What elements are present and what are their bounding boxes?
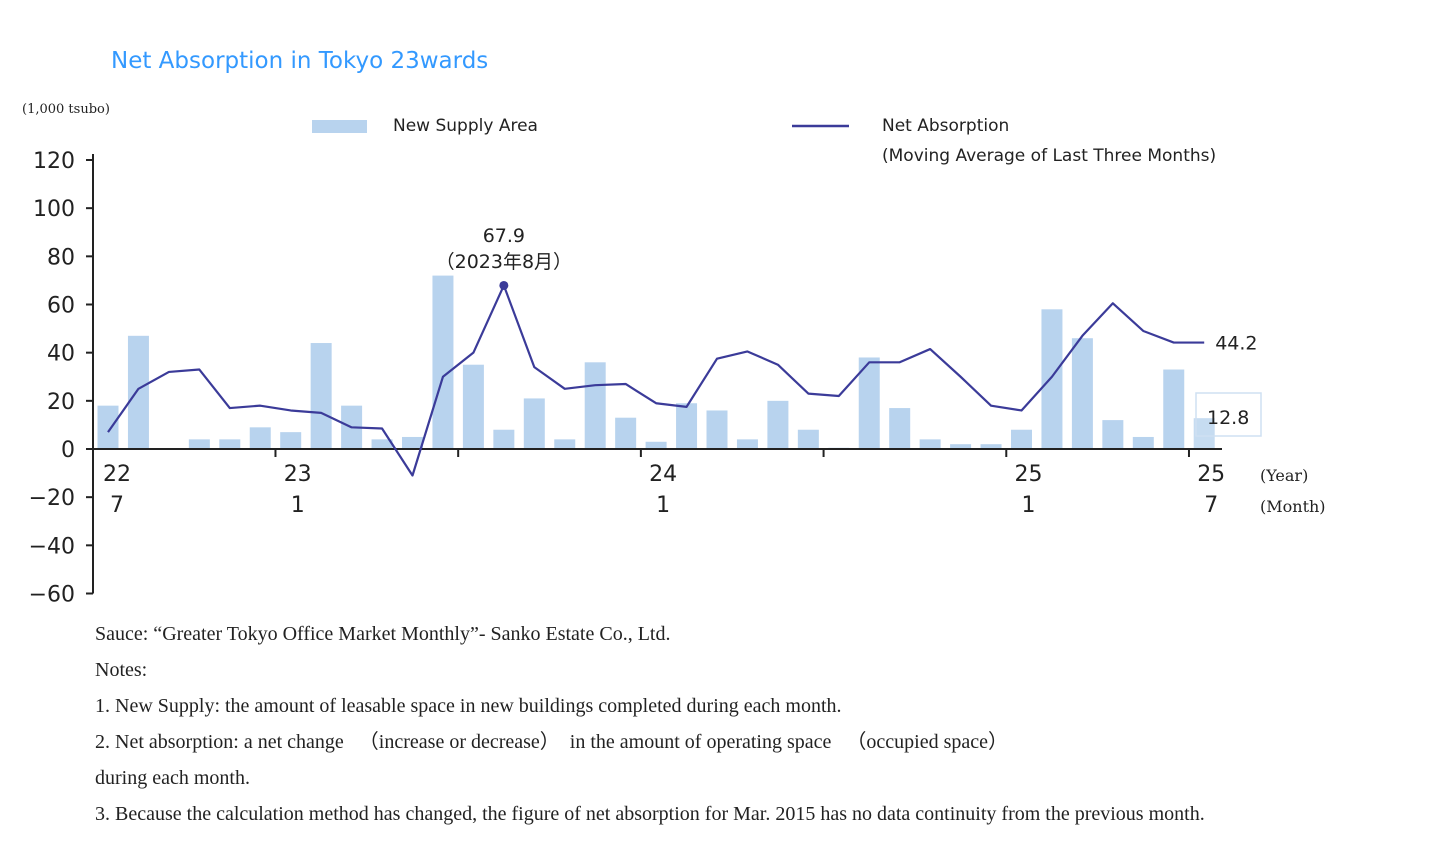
- bar-new-supply: [402, 436, 423, 449]
- y-tick-label: −60: [29, 583, 75, 608]
- bar-new-supply: [1193, 418, 1215, 449]
- y-tick-label: 80: [47, 245, 75, 270]
- legend-swatch-new-supply: [312, 120, 367, 133]
- x-tick-label-month: 1: [291, 493, 305, 518]
- bar-new-supply: [736, 439, 758, 449]
- x-axis-month-unit: (Month): [1260, 497, 1326, 516]
- y-tick-label: 40: [47, 342, 75, 367]
- bar-new-supply: [280, 432, 302, 449]
- note-1: 1. New Supply: the amount of leasable sp…: [95, 695, 842, 717]
- bar-new-supply: [858, 357, 880, 449]
- bar-new-supply: [1011, 429, 1032, 449]
- x-axis-year-unit: (Year): [1260, 466, 1308, 485]
- bar-new-supply: [219, 439, 241, 449]
- x-tick-label-year: 25: [1197, 462, 1225, 487]
- bar-new-supply: [1163, 369, 1185, 449]
- bar-new-supply: [950, 444, 972, 449]
- y-tick-label: 20: [47, 390, 75, 415]
- note-2-continued: during each month.: [95, 767, 250, 789]
- note-3: 3. Because the calculation method has ch…: [95, 803, 1205, 825]
- x-tick-label-year: 24: [649, 462, 677, 487]
- bar-new-supply: [1132, 436, 1154, 449]
- x-tick-label-month: 7: [1204, 493, 1218, 518]
- bar-new-supply: [797, 429, 819, 449]
- bar-new-supply: [1102, 420, 1124, 449]
- x-tick-label-year: 25: [1015, 462, 1043, 487]
- y-tick-label: 120: [33, 149, 75, 174]
- bar-new-supply: [188, 439, 210, 449]
- y-tick-label: −40: [29, 534, 75, 559]
- bar-new-supply: [371, 439, 393, 449]
- y-axis-unit: (1,000 tsubo): [22, 102, 110, 117]
- bar-new-supply: [1071, 338, 1093, 449]
- bar-new-supply: [584, 362, 606, 449]
- x-tick-label-month: 1: [1022, 493, 1036, 518]
- peak-date-label: （2023年8月）: [436, 251, 572, 273]
- y-tick-label: 0: [61, 438, 75, 463]
- bar-new-supply: [889, 408, 911, 449]
- last-bar-value-label: 12.8: [1207, 407, 1249, 429]
- axes-group: [86, 154, 1222, 595]
- labels-group: 120 100 80 60 40 20 0 −20 −40 −60 22 7 23 1 24 1 25 1 25 7: [29, 149, 1226, 608]
- chart-title: Net Absorption in Tokyo 23wards: [111, 48, 488, 74]
- notes-block: Sauce: “Greater Tokyo Office Market Mont…: [95, 616, 1435, 832]
- bar-new-supply: [1041, 309, 1063, 449]
- peak-value-label: 67.9: [483, 225, 525, 247]
- x-tick-label-month: 7: [110, 493, 124, 518]
- line-group: [107, 280, 1205, 477]
- note-2: 2. Net absorption: a net change （increas…: [95, 731, 1008, 753]
- y-tick-label: −20: [29, 486, 75, 511]
- bar-new-supply: [432, 275, 454, 449]
- bar-new-supply: [127, 335, 149, 449]
- last-bar-value-box: [1195, 392, 1262, 437]
- last-line-value-label: 44.2: [1215, 333, 1257, 355]
- legend-label-net-absorption: Net Absorption: [882, 116, 1009, 136]
- y-tick-label: 60: [47, 294, 75, 319]
- bar-new-supply: [249, 427, 271, 449]
- bar-new-supply: [645, 441, 667, 449]
- bar-new-supply: [493, 429, 515, 449]
- bar-new-supply: [706, 410, 728, 449]
- bar-new-supply: [462, 364, 484, 449]
- bar-new-supply: [919, 439, 941, 449]
- source-note: Sauce: “Greater Tokyo Office Market Mont…: [95, 623, 671, 645]
- notes-heading: Notes:: [95, 659, 148, 681]
- legend-label-new-supply: New Supply Area: [393, 116, 538, 136]
- legend-label-net-absorption-sub: (Moving Average of Last Three Months): [882, 146, 1216, 166]
- bars-group: [97, 275, 1215, 450]
- bar-new-supply: [767, 400, 789, 449]
- bar-new-supply: [980, 444, 1002, 449]
- bar-new-supply: [310, 343, 332, 449]
- x-tick-label-year: 23: [284, 462, 312, 487]
- x-tick-label-year: 22: [103, 462, 131, 487]
- x-tick-label-month: 1: [656, 493, 670, 518]
- peak-marker: [499, 280, 509, 290]
- bar-new-supply: [523, 398, 545, 449]
- bar-new-supply: [615, 417, 637, 449]
- bar-new-supply: [97, 405, 119, 449]
- bar-new-supply: [554, 439, 576, 449]
- y-tick-label: 100: [33, 197, 75, 222]
- bar-new-supply: [676, 403, 698, 449]
